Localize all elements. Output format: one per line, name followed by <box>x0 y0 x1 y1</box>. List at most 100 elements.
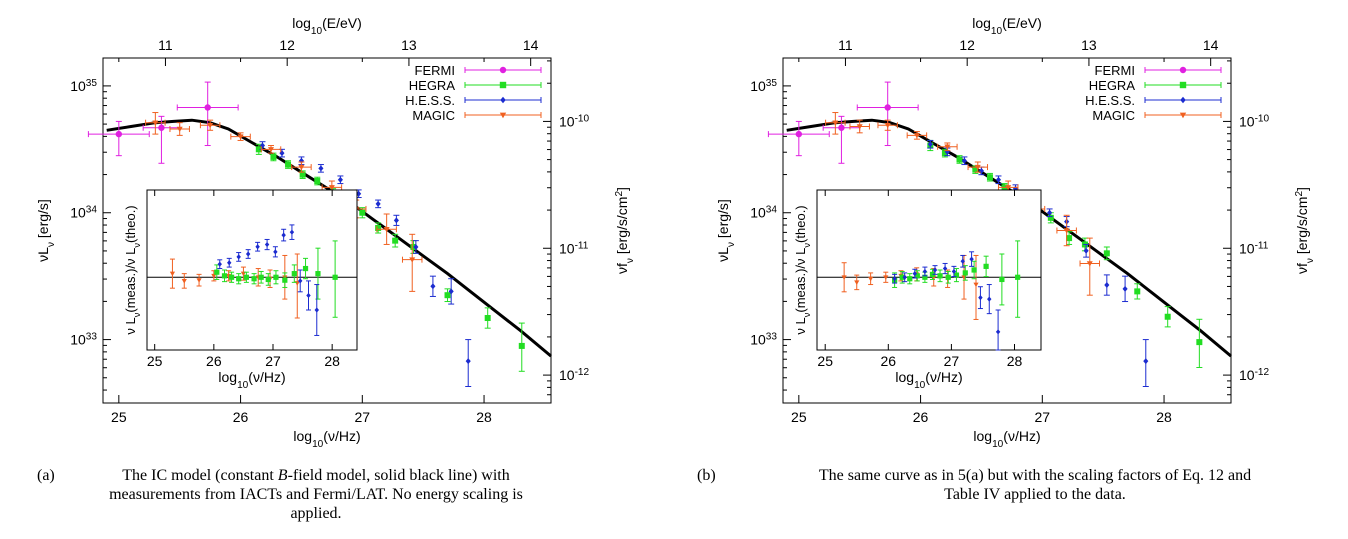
inset-data-point <box>987 296 992 302</box>
y-axis-label: νLν [erg/s] <box>35 199 57 262</box>
data-point <box>413 243 419 250</box>
plot-frame <box>782 57 1232 404</box>
inset-data-point <box>298 278 303 284</box>
inset-data-point <box>953 272 960 278</box>
data-point <box>298 164 305 171</box>
y-tick-label: 1033 <box>70 331 97 348</box>
x-tick-label: 27 <box>1035 409 1051 425</box>
inset-x-axis-label: log10(ν/Hz) <box>895 369 962 391</box>
x-tick-label: 28 <box>476 409 492 425</box>
data-point <box>318 165 324 172</box>
data-point <box>484 315 491 322</box>
inset-data-point <box>973 282 979 288</box>
data-point <box>237 134 244 140</box>
y2-tick-label: 10-12 <box>559 367 590 384</box>
data-point <box>259 142 266 149</box>
x2-axis-label: log10(E/eV) <box>292 15 362 37</box>
data-point <box>1047 214 1054 221</box>
y-tick-label: 1034 <box>750 204 777 221</box>
y2-axis-label: νfν [erg/s/cm2] <box>1294 187 1316 274</box>
inset-data-point <box>273 249 278 255</box>
data-point <box>1063 228 1070 234</box>
inset-data-point <box>265 276 271 283</box>
inset-data-point <box>945 274 951 280</box>
inset-data-point <box>854 280 860 285</box>
legend-marker <box>499 81 507 89</box>
inset-data-point <box>258 274 264 280</box>
data-point <box>1047 209 1053 216</box>
x2-tick-label: 14 <box>523 37 539 53</box>
data-point <box>1066 235 1073 242</box>
legend-label: FERMI <box>1095 63 1135 78</box>
inset-data-point <box>995 329 1001 335</box>
data-point <box>359 209 366 216</box>
data-point <box>430 283 436 290</box>
x-tick-label: 28 <box>1156 409 1172 425</box>
data-point <box>393 217 399 224</box>
inset-x-tick-label: 25 <box>147 353 163 369</box>
inset-data-point <box>937 273 943 279</box>
inset-y-axis-label: ν Lν(meas.)/ν Lν(theo.) <box>123 205 142 334</box>
inset-data-point <box>236 254 241 260</box>
inset-data-point <box>289 229 295 235</box>
series-magic <box>145 112 423 292</box>
data-point <box>375 224 382 231</box>
data-point <box>795 130 803 138</box>
series-hess <box>259 141 472 388</box>
y2-tick-label: 10-11 <box>1239 240 1269 257</box>
panel-b: 25 26 27 28 1033 1034 1035 11 12 13 14 10-12 10-11 10… <box>715 15 1316 450</box>
data-point <box>1196 339 1203 346</box>
inset-data-point <box>929 271 936 277</box>
x2-tick-label: 12 <box>279 37 295 53</box>
legend-label: MAGIC <box>1092 108 1135 123</box>
data-point <box>941 150 948 157</box>
inset-series-hegra <box>214 240 338 318</box>
inset-x-tick-label: 25 <box>817 353 833 369</box>
data-point <box>1122 285 1128 292</box>
inset-y-axis-label: ν Lν(meas.)/ν Lν(theo.) <box>793 205 812 334</box>
inset-data-point <box>922 274 928 280</box>
data-point <box>383 226 390 233</box>
data-point <box>1134 288 1141 295</box>
data-point <box>328 185 335 191</box>
inset-x-tick-label: 28 <box>324 353 340 369</box>
data-point <box>856 124 863 130</box>
inset-x-tick-label: 27 <box>944 353 960 369</box>
data-point <box>255 146 262 153</box>
x-tick-label: 25 <box>111 409 127 425</box>
inset-data-point <box>227 260 232 266</box>
inset-x-tick-label: 26 <box>206 353 222 369</box>
y2-tick-label: 10-10 <box>559 113 590 130</box>
x2-tick-label: 13 <box>1081 37 1097 53</box>
inset-data-point <box>264 241 270 248</box>
data-point <box>961 157 967 164</box>
y-tick-label: 1034 <box>70 204 97 221</box>
data-point <box>392 237 399 244</box>
caption-label-b: (b) <box>697 467 716 484</box>
caption-label-a: (a) <box>37 467 55 484</box>
panel-a: 25 26 27 28 1033 1034 1035 11 12 13 14 10-12 10-11 10… <box>35 15 636 450</box>
inset-data-point <box>960 258 965 264</box>
x-axis-label: log10(ν/Hz) <box>973 428 1040 450</box>
model-curve <box>786 118 1232 358</box>
data-point <box>927 141 933 148</box>
data-point <box>995 176 1002 183</box>
data-point <box>974 164 981 171</box>
data-point <box>838 124 845 131</box>
y2-tick-label: 10-10 <box>1239 113 1270 130</box>
inset-data-point <box>942 265 948 272</box>
inset-data-point <box>999 276 1005 283</box>
legend-marker <box>1179 112 1187 119</box>
inset-data-point <box>912 271 918 277</box>
data-point <box>1005 185 1012 191</box>
inset-data-point <box>951 268 957 275</box>
x2-tick-label: 11 <box>158 37 173 53</box>
inset-data-point <box>306 292 311 299</box>
legend-label: H.E.S.S. <box>1085 93 1135 108</box>
inset-data-point <box>243 274 249 280</box>
legend-marker <box>1180 96 1186 104</box>
caption-text-b: The same curve as in 5(a) but with the s… <box>818 467 1252 503</box>
y-tick-label: 1035 <box>70 77 97 94</box>
data-point <box>158 124 165 131</box>
